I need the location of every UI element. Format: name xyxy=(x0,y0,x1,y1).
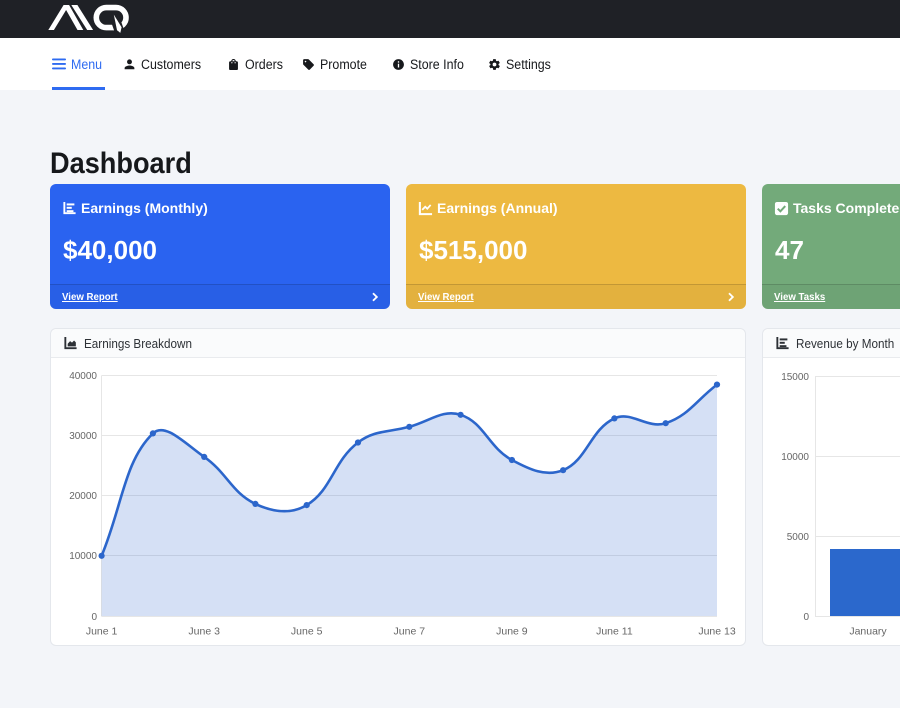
svg-text:30000: 30000 xyxy=(69,431,97,442)
svg-text:June 11: June 11 xyxy=(596,626,633,638)
svg-text:40000: 40000 xyxy=(69,371,97,382)
svg-text:15000: 15000 xyxy=(781,372,809,383)
svg-text:10000: 10000 xyxy=(69,551,97,562)
svg-text:20000: 20000 xyxy=(69,491,97,502)
svg-text:June 7: June 7 xyxy=(394,626,426,638)
svg-text:5000: 5000 xyxy=(787,532,810,543)
svg-text:June 13: June 13 xyxy=(698,626,736,638)
svg-text:June 3: June 3 xyxy=(188,626,220,638)
svg-text:June 9: June 9 xyxy=(496,626,528,638)
svg-text:June 1: June 1 xyxy=(86,626,118,638)
svg-text:January: January xyxy=(849,626,887,638)
svg-text:0: 0 xyxy=(803,612,809,623)
svg-text:0: 0 xyxy=(91,612,97,623)
svg-text:June 5: June 5 xyxy=(291,626,323,638)
svg-text:10000: 10000 xyxy=(781,452,809,463)
